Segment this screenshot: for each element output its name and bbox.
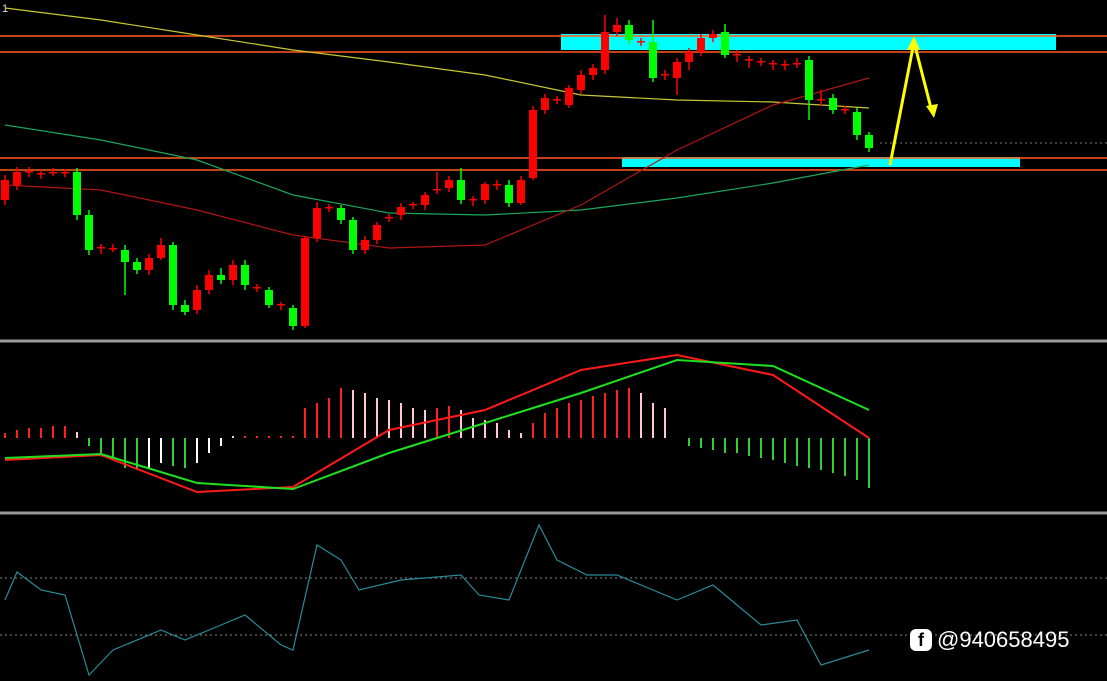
- candle-body: [277, 304, 285, 306]
- candle-body: [529, 110, 537, 178]
- candle-body: [649, 42, 657, 78]
- watermark-icon-glyph: f: [918, 630, 925, 650]
- candle-body: [241, 265, 249, 285]
- candle-body: [481, 184, 489, 200]
- candle-body: [733, 54, 741, 56]
- candle-body: [25, 171, 33, 173]
- candle-body: [817, 99, 825, 101]
- moving-average: [4, 77, 870, 249]
- indicator-line: [4, 353, 870, 494]
- candle-body: [205, 275, 213, 290]
- candle-body: [229, 265, 237, 280]
- candle-body: [541, 98, 549, 110]
- candle-body: [265, 290, 273, 305]
- candle-body: [781, 64, 789, 66]
- candle-body: [181, 305, 189, 312]
- candle-body: [145, 258, 153, 270]
- candle-body: [1, 180, 9, 200]
- candle-body: [61, 172, 69, 174]
- candle-body: [397, 207, 405, 215]
- watermark: f @940658495: [910, 627, 1069, 652]
- candle-body: [217, 275, 225, 280]
- candle-body: [721, 32, 729, 55]
- candle-body: [505, 185, 513, 203]
- candle-body: [385, 217, 393, 219]
- candle-body: [97, 247, 105, 249]
- candle-body: [673, 62, 681, 78]
- watermark-icon: [910, 629, 932, 651]
- candle-body: [637, 41, 645, 43]
- candle-body: [313, 208, 321, 238]
- candle-body: [421, 195, 429, 205]
- candle-body: [697, 38, 705, 52]
- corner-label: 1: [2, 3, 8, 15]
- candle-body: [757, 61, 765, 63]
- candle-body: [553, 99, 561, 101]
- candle-body: [157, 245, 165, 258]
- candle-body: [841, 109, 849, 111]
- candle-body: [565, 88, 573, 105]
- candle-body: [625, 25, 633, 40]
- candle-body: [469, 199, 477, 201]
- arrow: [888, 36, 938, 166]
- candle-body: [133, 262, 141, 270]
- candle-body: [121, 250, 129, 262]
- candle-body: [325, 207, 333, 209]
- candle-body: [253, 287, 261, 289]
- zone: [561, 34, 1056, 50]
- arrow-head: [907, 36, 920, 50]
- candle-body: [853, 112, 861, 135]
- candle-body: [685, 52, 693, 62]
- candle-body: [49, 172, 57, 174]
- candle-body: [85, 215, 93, 250]
- candle-body: [337, 208, 345, 220]
- candle-body: [589, 68, 597, 75]
- candle-body: [289, 308, 297, 326]
- arrow-head: [926, 104, 938, 118]
- indicator-line: [4, 358, 870, 491]
- zone: [622, 157, 1020, 167]
- candle-body: [745, 59, 753, 61]
- candle-body: [793, 63, 801, 65]
- candle-body: [193, 290, 201, 310]
- candle-body: [829, 98, 837, 110]
- candle-body: [109, 248, 117, 250]
- candle-body: [37, 173, 45, 175]
- candle-body: [577, 75, 585, 90]
- candle-body: [73, 172, 81, 215]
- candle-body: [661, 74, 669, 76]
- candle-body: [709, 34, 717, 38]
- candle-body: [517, 180, 525, 203]
- candle-body: [769, 63, 777, 65]
- candle-body: [601, 32, 609, 70]
- candle-body: [409, 204, 417, 206]
- candle-body: [445, 180, 453, 188]
- candle-body: [169, 245, 177, 305]
- moving-average: [4, 7, 870, 109]
- candle-body: [433, 189, 441, 191]
- candle-body: [301, 238, 309, 326]
- oscillator-line: [4, 523, 870, 677]
- candle-body: [493, 184, 501, 186]
- moving-average: [4, 124, 870, 216]
- candle-body: [373, 225, 381, 240]
- candle-body: [613, 25, 621, 32]
- candle-body: [865, 135, 873, 148]
- watermark-text: @940658495: [937, 627, 1069, 652]
- candle-body: [13, 172, 21, 185]
- candle-body: [349, 220, 357, 250]
- candle-body: [457, 180, 465, 200]
- candle-body: [805, 60, 813, 100]
- candle-body: [361, 240, 369, 250]
